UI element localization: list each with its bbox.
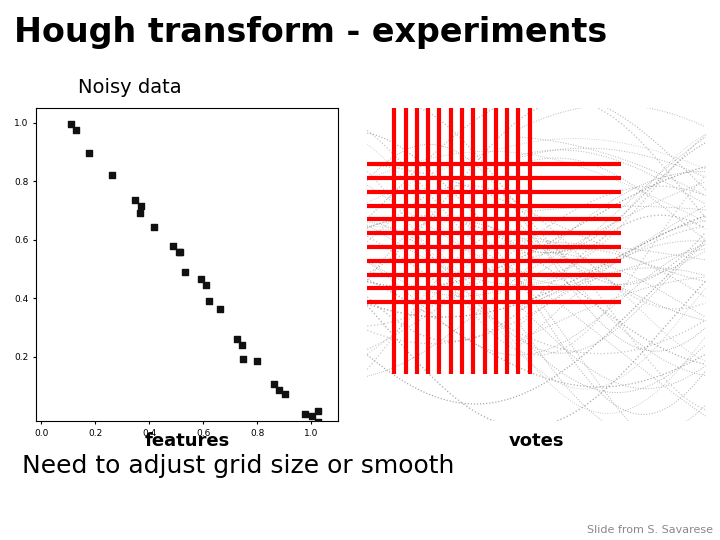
- Point: [312, 407, 324, 416]
- Point: [135, 202, 146, 211]
- Point: [307, 412, 318, 421]
- Point: [215, 305, 226, 313]
- Point: [84, 149, 95, 158]
- Point: [195, 275, 207, 284]
- Point: [312, 418, 323, 427]
- Point: [268, 380, 279, 388]
- Text: Need to adjust grid size or smooth: Need to adjust grid size or smooth: [22, 454, 454, 477]
- Point: [237, 341, 248, 349]
- Text: Noisy data: Noisy data: [78, 78, 181, 97]
- Point: [179, 268, 191, 276]
- Point: [273, 385, 284, 394]
- Point: [299, 410, 310, 418]
- Text: Slide from S. Savarese: Slide from S. Savarese: [587, 524, 713, 535]
- Point: [107, 171, 118, 179]
- Point: [231, 335, 243, 343]
- Point: [168, 241, 179, 250]
- Point: [237, 355, 248, 364]
- Point: [279, 389, 291, 398]
- Point: [204, 297, 215, 306]
- Point: [200, 281, 212, 289]
- Point: [148, 223, 159, 232]
- Point: [71, 125, 82, 134]
- Point: [130, 196, 141, 205]
- Point: [173, 247, 184, 256]
- Point: [251, 357, 263, 366]
- Text: Hough transform - experiments: Hough transform - experiments: [14, 16, 608, 49]
- Text: votes: votes: [508, 432, 564, 450]
- Text: features: features: [145, 432, 230, 450]
- Point: [174, 248, 186, 256]
- Point: [65, 119, 76, 128]
- Point: [135, 209, 146, 218]
